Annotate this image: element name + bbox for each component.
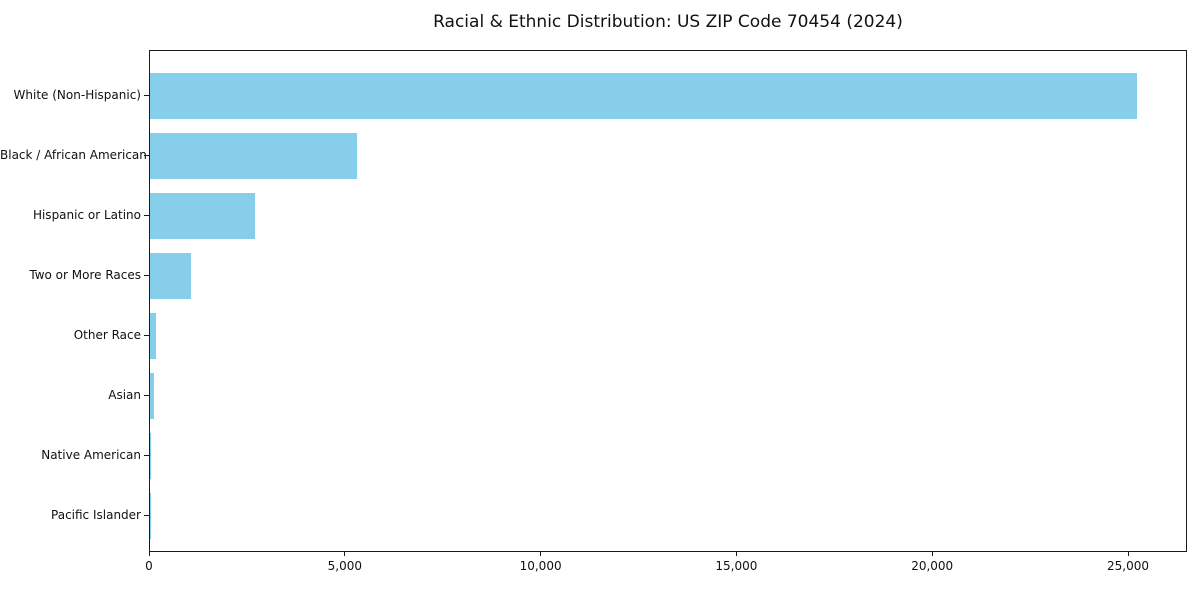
y-tick-label-white-non-hispanic: White (Non-Hispanic) (13, 88, 141, 102)
y-tick-mark (144, 215, 149, 216)
y-tick-mark (144, 335, 149, 336)
bar-other-race (150, 313, 156, 359)
y-tick-label-native-american: Native American (41, 448, 141, 462)
bar-black-african-american (150, 133, 358, 179)
x-tick-mark (735, 552, 737, 556)
x-tick-label-20-000: 20,000 (911, 559, 954, 573)
chart-title: Racial & Ethnic Distribution: US ZIP Cod… (433, 12, 903, 32)
y-tick-label-asian: Asian (108, 388, 141, 402)
bar-row (150, 126, 1186, 186)
bar-row (150, 66, 1186, 126)
y-tick-mark (144, 455, 149, 456)
bars-container (150, 66, 1186, 546)
x-tick-label-15-000: 15,000 (715, 559, 758, 573)
y-tick-mark (144, 275, 149, 276)
x-tick-label-5-000: 5,000 (327, 559, 362, 573)
bar-row (150, 366, 1186, 426)
x-tick-mark (931, 552, 933, 556)
x-tick-mark (1127, 552, 1129, 556)
y-tick-mark (144, 95, 149, 96)
y-tick-mark (144, 155, 149, 156)
y-tick-label-black-african-american: Black / African American (0, 148, 147, 162)
y-tick-label-other-race: Other Race (73, 328, 141, 342)
x-tick-label-10-000: 10,000 (519, 559, 562, 573)
bar-native-american (150, 433, 151, 479)
x-tick-mark (540, 552, 542, 556)
x-tick-mark (344, 552, 346, 556)
bar-row (150, 186, 1186, 246)
plot-area (149, 50, 1187, 552)
bar-hispanic-or-latino (150, 193, 255, 239)
bar-row (150, 486, 1186, 546)
x-tick-label-25-000: 25,000 (1107, 559, 1149, 573)
bar-white-non-hispanic (150, 73, 1137, 119)
y-tick-label-pacific-islander: Pacific Islander (51, 508, 141, 522)
y-tick-label-two-or-more-races: Two or More Races (29, 268, 141, 282)
y-tick-label-hispanic-or-latino: Hispanic or Latino (32, 208, 141, 222)
y-tick-mark (144, 515, 149, 516)
bar-row (150, 306, 1186, 366)
bar-row (150, 426, 1186, 486)
x-tick-mark (148, 552, 150, 556)
bar-asian (150, 373, 155, 419)
y-tick-mark (144, 395, 149, 396)
bar-row (150, 246, 1186, 306)
bar-two-or-more-races (150, 253, 192, 299)
x-tick-label-0: 0 (145, 559, 153, 573)
